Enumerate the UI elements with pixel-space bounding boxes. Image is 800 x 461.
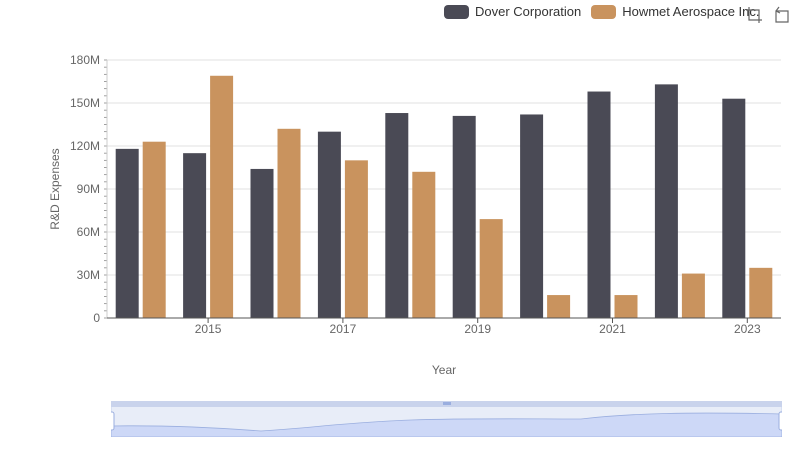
bar-dover-2021[interactable] bbox=[587, 91, 611, 319]
y-tick-label: 0 bbox=[93, 311, 100, 325]
bar-howmet-2017[interactable] bbox=[344, 160, 368, 318]
bar-howmet-2018[interactable] bbox=[412, 171, 436, 318]
y-tick-label: 180M bbox=[70, 53, 100, 67]
grid-lines bbox=[107, 59, 781, 319]
bar-howmet-2014[interactable] bbox=[142, 141, 166, 318]
data-zoom-slider[interactable] bbox=[111, 401, 782, 437]
bar-dover-2018[interactable] bbox=[385, 113, 409, 319]
x-tick-label: 2023 bbox=[734, 322, 761, 336]
x-tick-label: 2021 bbox=[599, 322, 626, 336]
bar-dover-2017[interactable] bbox=[317, 131, 341, 318]
zoom-handle-left[interactable] bbox=[111, 411, 115, 431]
y-axis-label: R&D Expenses bbox=[48, 148, 62, 229]
zoom-drag-handle[interactable] bbox=[443, 402, 451, 405]
legend-item-dover[interactable]: Dover Corporation bbox=[444, 4, 581, 19]
bar-howmet-2015[interactable] bbox=[210, 75, 234, 319]
y-axis-ticks: 0 30M 60M 90M 120M 150M 180M bbox=[70, 53, 108, 325]
y-tick-label: 120M bbox=[70, 139, 100, 153]
bar-dover-2019[interactable] bbox=[452, 115, 476, 319]
legend-swatch-dover bbox=[444, 4, 469, 19]
bar-howmet-2023[interactable] bbox=[749, 267, 773, 318]
bar-dover-2015[interactable] bbox=[183, 153, 207, 318]
legend-item-howmet[interactable]: Howmet Aerospace Inc. bbox=[591, 4, 760, 19]
x-axis-label: Year bbox=[432, 363, 456, 377]
restore-icon[interactable] bbox=[773, 6, 791, 24]
x-tick-label: 2017 bbox=[330, 322, 357, 336]
zoom-handle-right[interactable] bbox=[778, 411, 782, 431]
bar-howmet-2022[interactable] bbox=[681, 273, 705, 318]
bar-dover-2023[interactable] bbox=[722, 98, 746, 318]
zoom-icon[interactable] bbox=[745, 6, 763, 24]
x-tick-label: 2015 bbox=[195, 322, 222, 336]
bar-howmet-2020[interactable] bbox=[547, 295, 571, 318]
legend-label-howmet: Howmet Aerospace Inc. bbox=[622, 4, 760, 19]
x-tick-label: 2019 bbox=[464, 322, 491, 336]
bar-dover-2016[interactable] bbox=[250, 168, 274, 318]
bar-dover-2020[interactable] bbox=[520, 114, 544, 318]
bar-dover-2022[interactable] bbox=[654, 84, 678, 318]
bar-dover-2014[interactable] bbox=[115, 148, 139, 318]
bar-howmet-2016[interactable] bbox=[277, 128, 301, 318]
bar-howmet-2021[interactable] bbox=[614, 295, 638, 318]
x-axis: 2015 2017 2019 2021 2023 bbox=[107, 317, 781, 336]
legend: Dover Corporation Howmet Aerospace Inc. bbox=[444, 4, 760, 19]
bars[interactable] bbox=[115, 75, 773, 319]
bar-howmet-2019[interactable] bbox=[479, 219, 503, 318]
toolbox bbox=[745, 6, 791, 24]
y-tick-label: 150M bbox=[70, 96, 100, 110]
legend-label-dover: Dover Corporation bbox=[475, 4, 582, 19]
y-tick-label: 90M bbox=[77, 182, 100, 196]
y-tick-label: 30M bbox=[77, 268, 100, 282]
legend-swatch-howmet bbox=[591, 4, 617, 19]
y-tick-label: 60M bbox=[77, 225, 100, 239]
